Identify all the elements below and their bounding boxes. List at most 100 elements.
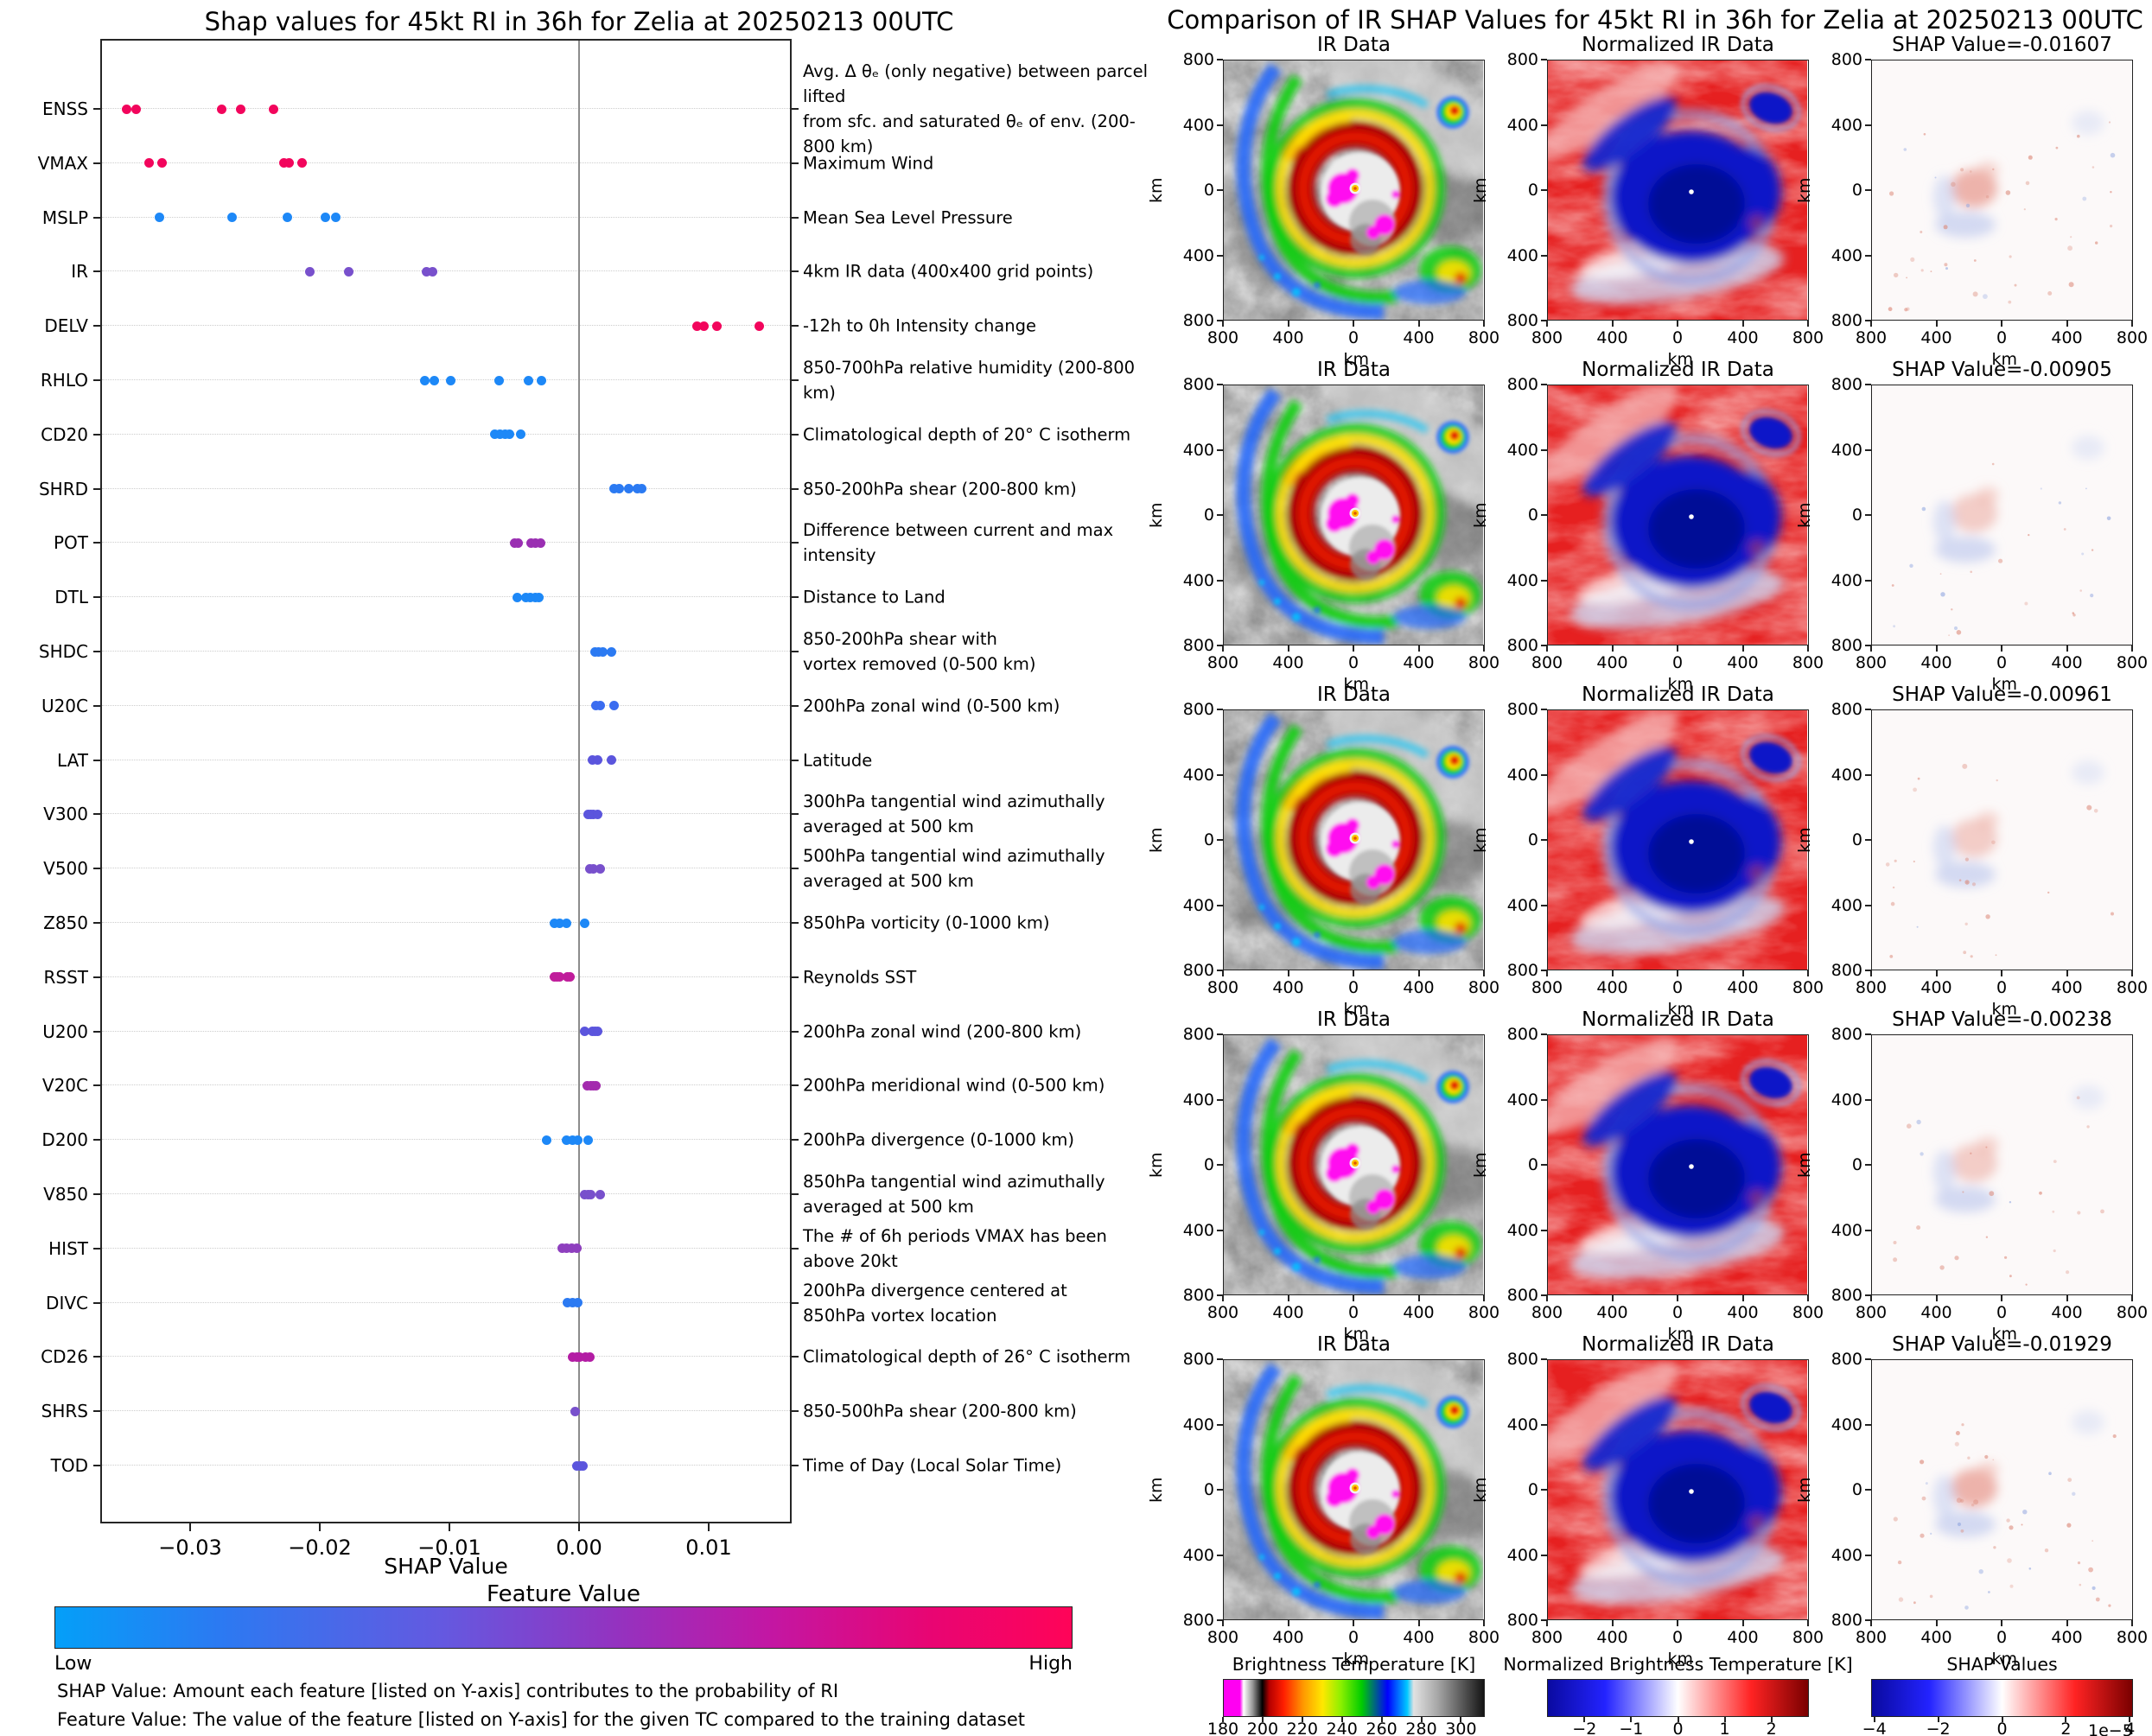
panel-x-tickmark [1935,645,1938,652]
panel-x-tickmark [1935,1295,1938,1301]
panel-x-tick-label: 800 [1792,1303,1824,1322]
panel-x-tickmark [1807,1295,1809,1301]
y-gridline [102,1139,790,1141]
shap-dot [754,321,764,331]
panel-title-shap-value: SHAP Value=-0.00238 [1892,1008,2112,1031]
panel-y-tickmark [1865,1554,1871,1556]
feature-description: Time of Day (Local Solar Time) [803,1455,1062,1476]
panel-y-tickmark [1217,1489,1223,1491]
y-tickmark-left [93,1465,100,1466]
shap-dot [512,592,522,602]
panel-y-tickmark [1541,320,1547,321]
panel-x-tick-label: 400 [2051,1303,2083,1322]
ir-data-panel [1223,709,1485,970]
feature-description: 850hPa tangential wind azimuthally avera… [803,1172,1105,1217]
panel-y-tickmark [1217,1098,1223,1101]
feature-description: 850hPa vorticity (0-1000 km) [803,913,1050,933]
panel-x-axis-unit: km [1991,1650,2018,1669]
panel-x-tick-label: 800 [1207,1628,1239,1647]
panel-y-axis-unit: km [1147,1152,1166,1178]
panel-x-tickmark [1287,321,1289,327]
shap-dot [609,701,619,711]
y-tickmark-right [792,1084,799,1087]
shap-dot [607,646,616,657]
shap-dot [595,863,605,874]
panel-y-axis-unit: km [1795,1477,1814,1503]
shap-dot [698,321,709,331]
panel-x-tick-label: 800 [1855,1303,1888,1322]
panel-x-tickmark [1222,321,1224,327]
panel-x-axis-unit: km [1991,350,2018,369]
shap-dot [571,1243,582,1254]
panel-x-tickmark [1741,645,1744,652]
panel-y-tick-label: 0 [1851,181,1862,200]
shap-dot [122,104,131,114]
y-gridline [102,922,790,923]
panel-x-tickmark [1677,970,1678,976]
panel-x-tick-label: 0 [1996,653,2008,672]
feature-description: Climatological depth of 26° C isotherm [803,1346,1131,1367]
panel-y-tickmark [1865,645,1871,646]
panel-y-axis-unit: km [1147,502,1166,528]
panel-y-tickmark [1865,59,1871,60]
panel-x-tickmark [1677,645,1678,652]
panel-y-axis-unit: km [1471,502,1490,528]
colorbar-tick-label: 1 [1719,1720,1730,1736]
colorbar-tickmark [1723,1717,1726,1722]
colorbar-tickmark [1222,1717,1224,1722]
feature-tick-label: VMAX [37,152,88,174]
y-gridline [102,1465,790,1466]
panel-x-tick-label: 400 [1596,1628,1628,1647]
panel-y-tick-label: 0 [1203,830,1214,849]
panel-x-tickmark [1611,1620,1614,1626]
panel-x-tick-label: 400 [2051,978,2083,997]
panel-x-tick-label: 0 [1671,978,1684,997]
feature-description: 200hPa zonal wind (0-500 km) [803,696,1060,716]
panel-x-axis-unit: km [1343,1325,1370,1344]
panel-y-tick-label: 800 [1506,311,1538,330]
panel-x-tick-label: 0 [1347,978,1359,997]
panel-y-tickmark [1217,254,1223,257]
panel-x-tick-label: 400 [1272,328,1304,347]
colorbar-tickmark [1380,1717,1383,1722]
y-gridline [102,216,790,218]
panel-y-tick-label: 400 [1830,1415,1862,1434]
panel-x-tick-label: 400 [1920,328,1952,347]
ir-data-panel [1223,60,1485,321]
panel-y-tickmark [1217,1033,1223,1035]
panel-x-tick-label: 0 [1347,328,1359,347]
y-tickmark-left [93,487,100,490]
panel-x-tick-label: 0 [1347,1303,1359,1322]
panel-y-tick-label: 400 [1182,1090,1214,1110]
feature-tick-label: SHRS [41,1401,88,1422]
plot-frame [100,39,792,1523]
panel-x-tickmark [1483,1295,1485,1301]
y-tickmark-right [792,1030,799,1033]
panel-y-tickmark [1865,904,1871,906]
panel-y-tick-label: 400 [1830,245,1862,265]
beeswarm-plot-area: ENSS Avg. Δ θₑ (only negative) between pa… [37,39,1148,1560]
feature-description: 850-500hPa shear (200-800 km) [803,1401,1077,1421]
panel-y-tick-label: 800 [1182,961,1214,980]
feature-tick-label: Z850 [43,913,88,933]
y-tickmark-right [792,759,799,761]
panel-x-tick-label: 400 [2051,328,2083,347]
panel-x-tickmark [1870,645,1872,652]
shap-dot [584,1351,595,1362]
feature-tick-label: DTL [54,587,88,608]
panel-y-tickmark [1865,1229,1871,1231]
shap-dot [561,1135,571,1145]
panel-y-tickmark [1217,384,1223,385]
panel-y-tick-label: 800 [1506,700,1538,719]
panel-y-tick-label: 800 [1506,375,1538,394]
shap-dot [428,266,437,277]
panel-y-tick-label: 400 [1182,245,1214,265]
y-tickmark-right [792,270,799,273]
panel-x-axis-unit: km [1343,1650,1370,1669]
feature-tick-label: MSLP [41,207,88,228]
y-tickmark-left [93,813,100,816]
panel-x-axis-unit: km [1667,350,1694,369]
panel-x-tick-label: 400 [1727,653,1759,672]
y-gridline [102,1030,790,1032]
panel-x-tickmark [1417,645,1420,652]
